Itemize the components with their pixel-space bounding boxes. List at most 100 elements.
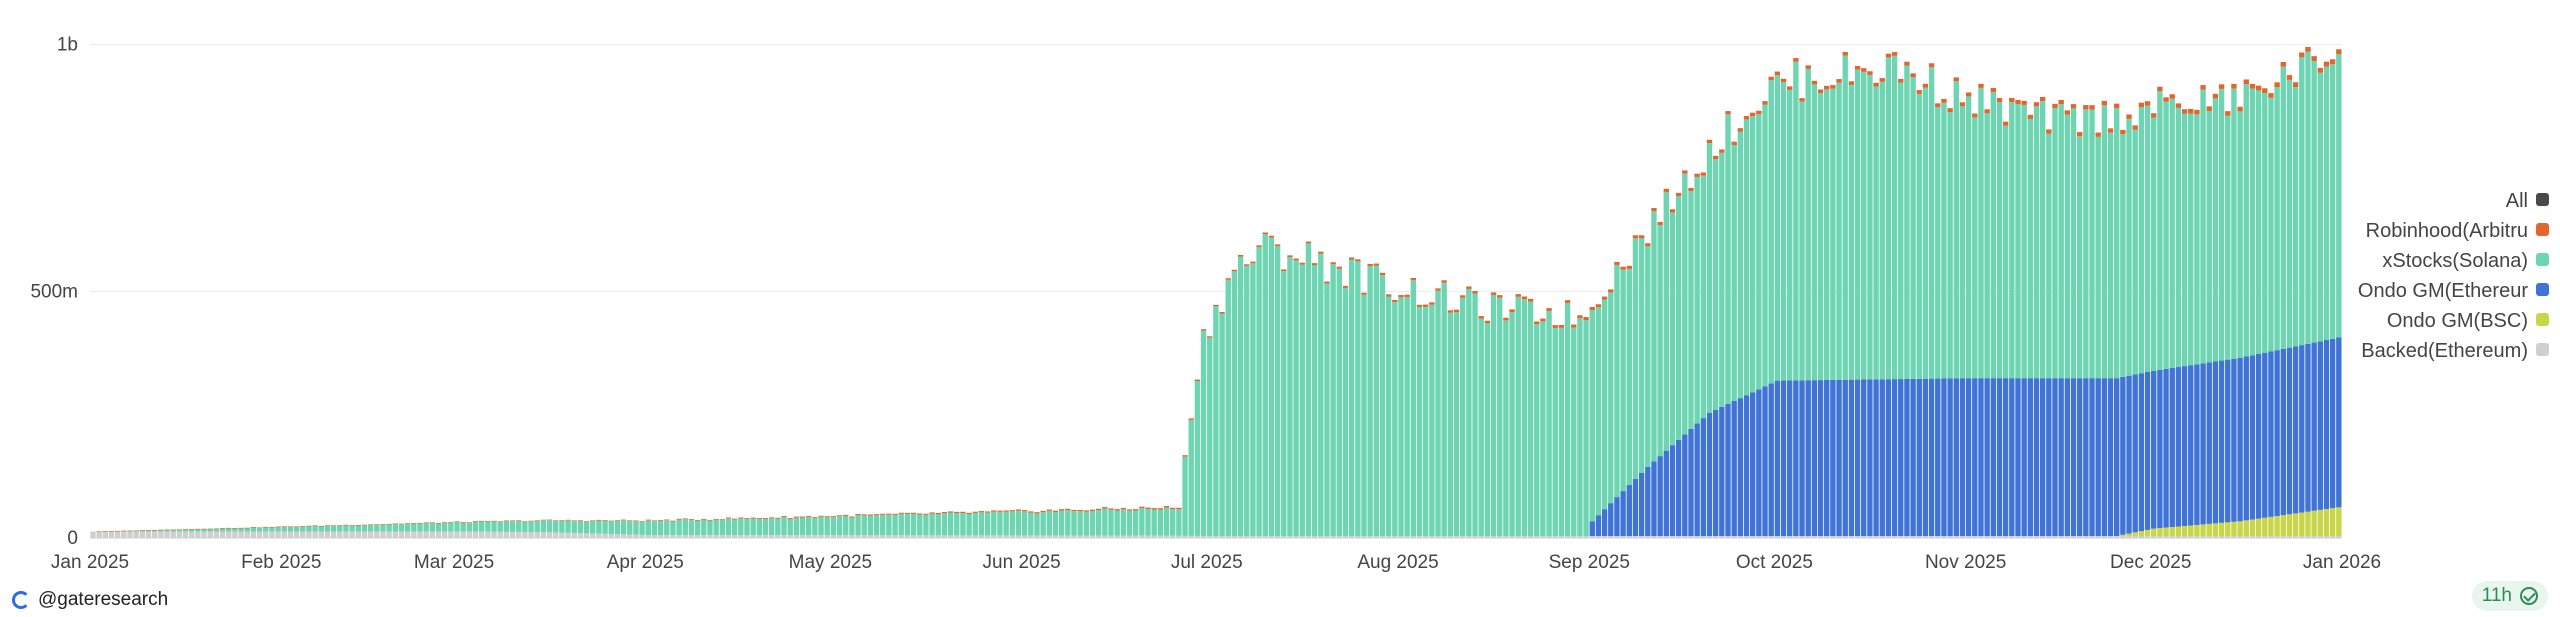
bar-segment	[614, 520, 621, 521]
bar-segment	[1725, 114, 1731, 404]
bar-segment	[2274, 536, 2280, 538]
bar-segment	[1385, 296, 1392, 537]
bar-segment	[219, 528, 226, 529]
bar-segment	[2027, 114, 2034, 119]
bar-segment	[1133, 535, 1139, 538]
bar-segment	[670, 521, 676, 536]
bar-segment	[2169, 536, 2175, 538]
bar-segment	[1324, 283, 1330, 537]
bar-segment	[158, 531, 164, 538]
bar-segment	[991, 535, 997, 538]
bar-segment	[836, 515, 843, 517]
bar-segment	[1089, 511, 1096, 536]
bar-segment	[972, 512, 978, 536]
bar-segment	[1756, 110, 1762, 115]
bar-segment	[1268, 237, 1275, 537]
bar-segment	[1712, 159, 1719, 410]
bar-segment	[2169, 367, 2175, 528]
legend-label: All	[2506, 190, 2528, 212]
bar-segment	[1262, 234, 1268, 537]
bar-segment	[2120, 534, 2126, 537]
bar-segment	[139, 530, 146, 532]
bar-segment	[1626, 268, 1632, 486]
bar-segment	[947, 535, 954, 538]
bar-segment	[423, 531, 429, 538]
bar-segment	[1725, 403, 1731, 537]
bar-segment	[2311, 536, 2317, 538]
bar-segment	[2120, 134, 2126, 377]
bar-segment	[984, 535, 991, 538]
bar-segment	[96, 531, 102, 538]
bar-segment	[404, 523, 411, 524]
bar-segment	[2101, 100, 2108, 106]
bar-segment	[269, 527, 275, 532]
bar-segment	[1978, 536, 1984, 538]
bar-segment	[1225, 278, 1231, 280]
bar-segment	[818, 516, 824, 536]
bar-segment	[1645, 246, 1651, 467]
bar-segment	[1891, 379, 1898, 537]
bar-segment	[2311, 342, 2317, 511]
bar-segment	[1614, 536, 1620, 538]
bar-segment	[1959, 378, 1966, 537]
x-tick-label: Jan 2026	[2303, 552, 2381, 573]
bar-segment	[2262, 352, 2268, 518]
bar-segment	[164, 529, 170, 531]
bar-segment	[991, 511, 997, 536]
bar-segment	[158, 529, 164, 532]
bar-segment	[1675, 439, 1682, 537]
bar-segment	[799, 517, 806, 536]
bar-segment	[1879, 536, 1885, 538]
bar-segment	[1638, 472, 1645, 537]
bar-segment	[1898, 536, 1904, 538]
bar-segment	[1891, 536, 1898, 538]
bar-segment	[2212, 93, 2219, 99]
bar-segment	[2286, 514, 2293, 537]
bar-segment	[2181, 366, 2188, 526]
bar-segment	[516, 520, 522, 521]
bar-segment	[2021, 378, 2027, 537]
bar-segment	[1392, 302, 1398, 537]
bar-segment	[824, 517, 830, 536]
bar-segment	[1706, 412, 1713, 537]
bar-segment	[787, 518, 793, 519]
bar-segment	[300, 531, 306, 538]
bar-segment	[947, 511, 954, 513]
bar-segment	[768, 517, 775, 519]
bar-segment	[472, 521, 479, 522]
bar-segment	[1299, 264, 1305, 537]
bar-segment	[2002, 536, 2009, 538]
bar-segment	[306, 525, 312, 527]
bar-segment	[256, 531, 263, 538]
bar-segment	[2083, 105, 2089, 110]
bar-segment	[1361, 536, 1367, 538]
bar-segment	[1589, 309, 1595, 522]
bar-segment	[1170, 535, 1176, 538]
bar-segment	[1793, 61, 1799, 381]
bar-segment	[1595, 307, 1602, 516]
bar-segment	[627, 521, 633, 535]
refresh-badge[interactable]: 11h	[2471, 581, 2548, 611]
bar-segment	[775, 518, 781, 536]
bar-segment	[281, 531, 287, 538]
bar-segment	[121, 531, 127, 538]
bar-segment	[1669, 209, 1676, 213]
bar-segment	[318, 525, 324, 527]
bar-segment	[2218, 536, 2225, 538]
bar-segment	[1922, 83, 1929, 88]
bar-segment	[2280, 515, 2286, 537]
bar-segment	[657, 520, 664, 536]
bar-segment	[349, 525, 355, 526]
bar-segment	[2095, 136, 2101, 379]
bar-segment	[2200, 363, 2206, 525]
bar-segment	[1700, 418, 1707, 537]
bar-segment	[929, 535, 935, 538]
bar-segment	[2181, 113, 2188, 367]
bar-segment	[614, 534, 621, 538]
bar-segment	[1558, 324, 1565, 328]
bar-segment	[2188, 108, 2194, 114]
bar-segment	[244, 527, 250, 529]
bar-segment	[1947, 378, 1953, 537]
bar-segment	[1176, 535, 1182, 538]
bar-segment	[1046, 535, 1052, 538]
